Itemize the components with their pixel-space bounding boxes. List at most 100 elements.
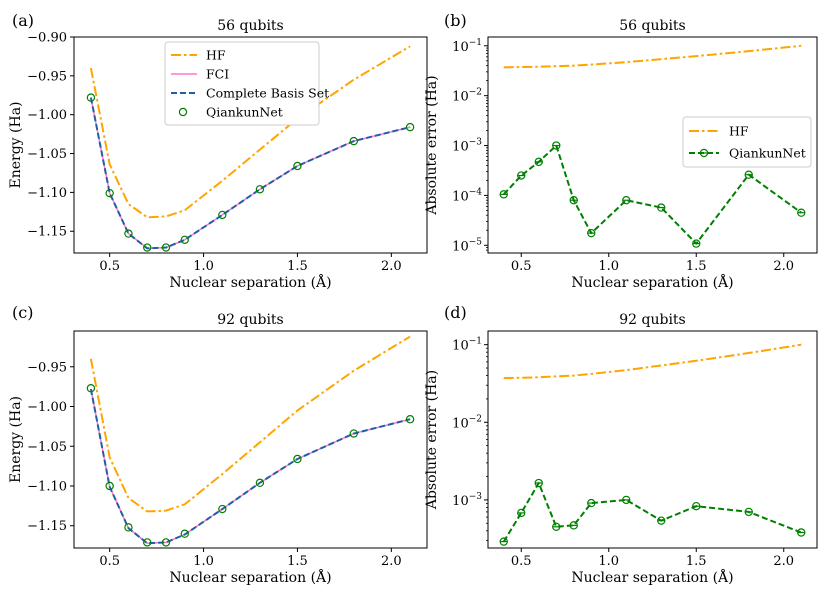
data-point-marker xyxy=(349,136,358,146)
y-tick-label: −1.15 xyxy=(27,225,67,240)
y-tick-label: −0.90 xyxy=(27,31,67,46)
data-point-marker xyxy=(180,529,189,538)
data-point-marker xyxy=(349,429,358,438)
series-line xyxy=(503,44,802,69)
chart-title: 92 qubits xyxy=(619,312,686,328)
y-axis-label: Absolute error (Ha) xyxy=(424,75,440,215)
y-axis-label: Energy (Ha) xyxy=(8,101,24,188)
y-tick-label: −1.15 xyxy=(27,519,67,534)
x-tick-label: 1.0 xyxy=(598,554,619,569)
y-tick-label: −1.10 xyxy=(27,186,67,201)
data-point-marker xyxy=(293,454,302,464)
x-tick-label: 1.0 xyxy=(193,259,214,274)
panel-label: (d) xyxy=(444,303,467,322)
x-tick-label: 2.0 xyxy=(381,259,402,274)
x-tick-label: 0.5 xyxy=(511,554,532,569)
y-tick-label: 10−2 xyxy=(452,88,482,105)
series-line xyxy=(502,482,802,543)
x-tick-label: 1.5 xyxy=(287,554,308,569)
plot-frame xyxy=(73,36,428,254)
x-tick-label: 1.5 xyxy=(287,259,308,274)
x-tick-label: 2.0 xyxy=(773,259,794,274)
y-tick-label: −0.95 xyxy=(27,69,67,84)
series-fci xyxy=(90,388,411,544)
series-qiankunnet xyxy=(499,478,806,546)
data-point-marker xyxy=(218,504,227,514)
y-tick-label: 10−3 xyxy=(452,138,482,155)
x-axis-label: Nuclear separation (Å) xyxy=(169,273,331,291)
legend-entry: HF xyxy=(689,124,749,139)
series-qiankunnet xyxy=(499,141,806,248)
legend-label: HF xyxy=(729,124,749,139)
plot-frame xyxy=(73,330,428,549)
y-tick-label: −1.00 xyxy=(27,108,67,123)
series-qiankunnet xyxy=(86,384,415,547)
series-complete-basis-set xyxy=(89,97,411,250)
series-complete-basis-set xyxy=(89,388,411,545)
data-point-marker xyxy=(124,523,133,532)
legend-entry: HF xyxy=(171,48,226,63)
data-point-marker xyxy=(161,243,171,252)
y-tick-label: 10−3 xyxy=(452,492,482,509)
data-point-marker xyxy=(293,161,302,171)
legend-entry: Complete Basis Set xyxy=(171,86,329,101)
data-point-marker xyxy=(405,415,415,424)
legend-box xyxy=(164,41,320,126)
data-point-marker xyxy=(86,384,96,393)
y-axis-label: Energy (Ha) xyxy=(8,396,24,483)
series-qiankunnet xyxy=(86,93,415,252)
y-tick-label: 10−5 xyxy=(452,237,482,254)
legend-label: FCI xyxy=(206,67,229,82)
y-axis-label: Absolute error (Ha) xyxy=(424,370,440,510)
legend-label: QiankunNet xyxy=(729,146,806,161)
x-tick-label: 1.0 xyxy=(598,259,619,274)
chart-panel-b: (b) 56 qubits 0.5 1.0 1.5 2.0 10−5 10−4 10−3 10−2… xyxy=(424,11,818,291)
x-tick-label: 1.0 xyxy=(193,554,214,569)
legend-label: Complete Basis Set xyxy=(206,86,329,101)
chart-title: 56 qubits xyxy=(619,18,686,34)
y-tick-label: −1.00 xyxy=(27,400,67,415)
data-point-marker xyxy=(180,235,189,244)
data-point-marker xyxy=(86,93,96,102)
legend-box xyxy=(682,116,812,168)
data-point-marker xyxy=(143,243,152,252)
x-tick-label: 0.5 xyxy=(99,259,120,274)
series-hf xyxy=(503,44,802,69)
data-point-marker xyxy=(255,478,265,488)
x-axis-label: Nuclear separation (Å) xyxy=(169,568,331,586)
data-point-marker xyxy=(105,481,114,491)
plot-frame xyxy=(487,36,818,254)
y-tick-label: −1.10 xyxy=(27,480,67,495)
y-tick-label: 10−4 xyxy=(452,187,482,204)
chart-panel-a: (a) 56 qubits 0.5 1.0 1.5 2.0 −0.90 −0.95 −1.00 −… xyxy=(8,11,428,291)
series-hf xyxy=(89,335,411,513)
panel-label: (b) xyxy=(444,11,467,30)
x-tick-label: 1.5 xyxy=(686,554,707,569)
chart-panel-c: (c) 92 qubits 0.5 1.0 1.5 2.0 −0.95 −1.00 −1.05 −… xyxy=(8,303,428,586)
legend-label: HF xyxy=(206,48,226,63)
series-line xyxy=(89,97,411,250)
series-line xyxy=(89,388,411,545)
y-tick-label: −1.05 xyxy=(27,440,67,455)
series-line xyxy=(89,335,411,513)
x-tick-label: 0.5 xyxy=(99,554,120,569)
data-point-marker xyxy=(405,122,415,132)
y-tick-label: −1.05 xyxy=(27,147,67,162)
y-tick-label: 10−2 xyxy=(452,414,482,431)
legend-entry: QiankunNet xyxy=(689,146,806,161)
legend-label: QiankunNet xyxy=(206,105,283,120)
series-line xyxy=(503,343,802,380)
chart-panel-d: (d) 92 qubits 0.5 1.0 1.5 2.0 10−3 10−2 10−1 Nucl… xyxy=(424,303,818,586)
y-tick-label: 10−1 xyxy=(452,38,482,55)
data-point-marker xyxy=(124,229,133,238)
x-tick-label: 1.5 xyxy=(686,259,707,274)
panel-label: (c) xyxy=(12,303,33,322)
legend-marker xyxy=(178,107,188,117)
x-tick-label: 2.0 xyxy=(381,554,402,569)
y-tick-label: −0.95 xyxy=(27,360,67,375)
x-tick-label: 2.0 xyxy=(773,554,794,569)
data-point-marker xyxy=(161,538,171,547)
data-point-marker xyxy=(105,188,114,198)
x-axis-label: Nuclear separation (Å) xyxy=(571,568,733,586)
data-point-marker xyxy=(255,185,265,194)
